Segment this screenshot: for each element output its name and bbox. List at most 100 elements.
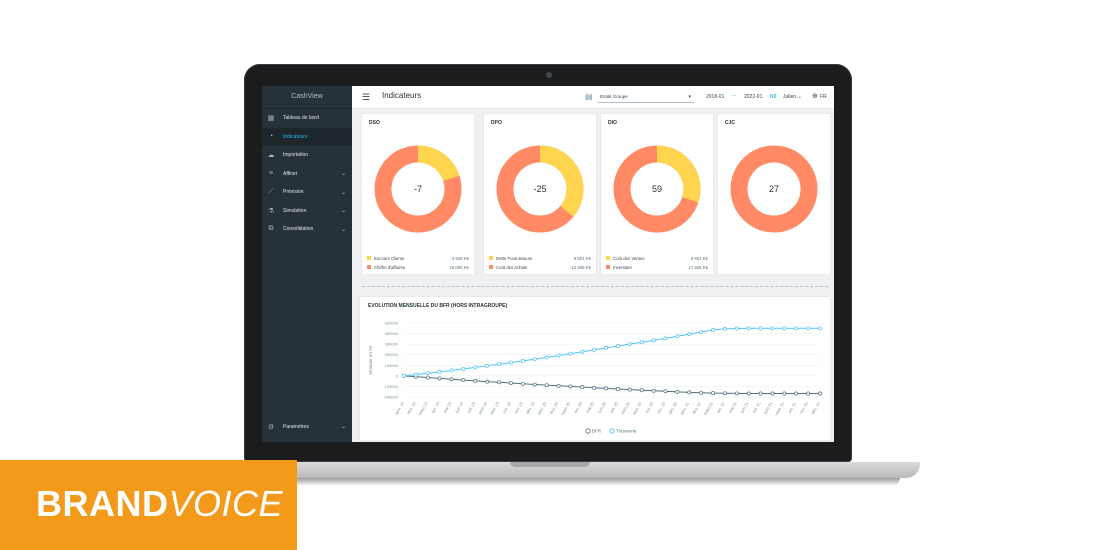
- data-point[interactable]: [806, 391, 811, 396]
- data-point[interactable]: [651, 388, 656, 393]
- x-tick-label: déc. 21: [810, 400, 821, 415]
- data-point[interactable]: [639, 388, 644, 393]
- data-point[interactable]: [722, 326, 727, 331]
- data-point[interactable]: [485, 379, 490, 384]
- app-screen: CashView ▦ Tableau de bord ◔ Indicateurs ☁ Im…: [262, 86, 834, 442]
- data-point[interactable]: [556, 353, 561, 358]
- data-point[interactable]: [687, 332, 692, 337]
- data-point[interactable]: [818, 391, 822, 396]
- data-point[interactable]: [615, 343, 620, 348]
- data-point[interactable]: [699, 330, 704, 334]
- data-point[interactable]: [794, 326, 799, 331]
- data-point[interactable]: [746, 326, 751, 331]
- data-point[interactable]: [509, 381, 513, 385]
- data-point[interactable]: [425, 371, 430, 376]
- data-point[interactable]: [497, 362, 502, 367]
- data-point[interactable]: [532, 382, 537, 387]
- data-point[interactable]: [520, 358, 525, 363]
- data-point[interactable]: [461, 378, 466, 383]
- data-point[interactable]: [402, 373, 406, 378]
- data-point[interactable]: [449, 368, 454, 373]
- data-point[interactable]: [461, 366, 466, 371]
- data-point[interactable]: [473, 365, 478, 370]
- data-point[interactable]: [520, 381, 525, 386]
- sidebar-item-pr-vision[interactable]: ⟋ Prévision ⌄: [262, 183, 352, 202]
- data-point[interactable]: [639, 340, 644, 345]
- hamburger-menu-icon[interactable]: ☰: [362, 92, 371, 102]
- data-point[interactable]: [711, 391, 715, 396]
- data-point[interactable]: [615, 387, 620, 391]
- data-point[interactable]: [627, 342, 632, 347]
- data-point[interactable]: [663, 336, 668, 341]
- data-point[interactable]: [473, 378, 478, 383]
- kpi-card-dpo[interactable]: DPO -25 Dette Fournisseurs 9 601 K€ Coût des…: [484, 114, 596, 274]
- data-point[interactable]: [675, 389, 680, 394]
- legend-label[interactable]: Trésorerie: [616, 429, 637, 434]
- donut-center: [757, 172, 791, 206]
- sidebar-item-tableau-de-bord[interactable]: ▦ Tableau de bord: [262, 109, 352, 128]
- data-point[interactable]: [711, 327, 715, 332]
- data-point[interactable]: [651, 338, 656, 343]
- data-point[interactable]: [568, 351, 573, 356]
- legend-marker[interactable]: [585, 428, 591, 434]
- data-point[interactable]: [580, 349, 585, 354]
- data-point[interactable]: [818, 326, 822, 331]
- data-point[interactable]: [592, 385, 597, 390]
- data-point[interactable]: [592, 347, 597, 352]
- data-point[interactable]: [497, 380, 502, 385]
- kpi-card-dio[interactable]: DIO 59 Coût des Ventes 9 601 K€ Inventaire 17…: [601, 114, 713, 274]
- data-point[interactable]: [604, 345, 609, 350]
- date-from[interactable]: 2018-01: [706, 94, 725, 100]
- sidebar-item-indicateurs[interactable]: ◔ Indicateurs: [262, 127, 352, 146]
- user-menu[interactable]: Julien ⌄: [783, 94, 802, 100]
- data-point[interactable]: [770, 391, 775, 396]
- data-point[interactable]: [663, 389, 668, 394]
- data-point[interactable]: [734, 391, 739, 396]
- data-point[interactable]: [437, 376, 442, 381]
- data-point[interactable]: [556, 383, 561, 388]
- sidebar-item-importation[interactable]: ☁ Importation: [262, 146, 352, 165]
- kpi-card-cjc[interactable]: CJC 27: [718, 114, 830, 274]
- sidebar-item-parametres[interactable]: ⚙ Paramètres ⌄: [262, 418, 352, 437]
- legend-marker[interactable]: [609, 428, 615, 434]
- language-selector[interactable]: FR: [820, 94, 827, 100]
- currency-unit[interactable]: K€: [770, 94, 777, 100]
- data-point[interactable]: [425, 375, 430, 380]
- data-point[interactable]: [722, 391, 727, 396]
- data-point[interactable]: [794, 391, 799, 396]
- entity-group-select[interactable]: Entité Groupe ▾: [598, 91, 694, 103]
- data-point[interactable]: [604, 386, 609, 391]
- kpi-card-dso[interactable]: DSO -7 Encours Clients -3 929 K€ Chiffre d'a…: [362, 114, 474, 274]
- data-point[interactable]: [699, 390, 704, 395]
- sidebar-item-consolidation[interactable]: ⧉ Consolidation ⌄: [262, 220, 352, 239]
- globe-icon[interactable]: ⊕: [812, 93, 818, 100]
- data-point[interactable]: [782, 391, 787, 396]
- data-point[interactable]: [675, 334, 680, 339]
- bfr-chart-card: EVOLUTION MENSUELLE DU BFR (HORS INTRAGR…: [360, 297, 830, 440]
- x-tick-label: mai 19: [442, 400, 453, 414]
- data-point[interactable]: [627, 387, 632, 392]
- data-point[interactable]: [580, 385, 585, 390]
- data-point[interactable]: [413, 372, 418, 377]
- data-point[interactable]: [544, 383, 549, 388]
- data-point[interactable]: [449, 377, 454, 382]
- data-point[interactable]: [485, 363, 490, 368]
- data-point[interactable]: [770, 326, 775, 331]
- data-point[interactable]: [532, 357, 537, 362]
- data-point[interactable]: [437, 369, 442, 374]
- data-point[interactable]: [734, 326, 739, 331]
- data-point[interactable]: [746, 391, 751, 396]
- legend-label[interactable]: BFR: [592, 429, 602, 434]
- data-point[interactable]: [806, 326, 811, 331]
- date-to[interactable]: 2022-01: [744, 94, 763, 100]
- data-point[interactable]: [687, 390, 692, 395]
- data-point[interactable]: [758, 326, 763, 331]
- data-point[interactable]: [782, 326, 787, 331]
- sidebar-item-simulation[interactable]: ⚗ Simulation ⌄: [262, 202, 352, 221]
- series-line-0: [403, 375, 820, 395]
- data-point[interactable]: [544, 355, 549, 360]
- data-point[interactable]: [568, 384, 573, 389]
- sidebar-item-affiner[interactable]: ≡ Affiner ⌄: [262, 165, 352, 184]
- data-point[interactable]: [758, 391, 763, 396]
- data-point[interactable]: [509, 360, 513, 365]
